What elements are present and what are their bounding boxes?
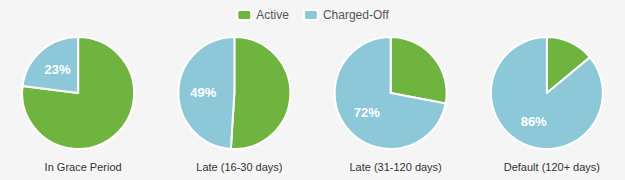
svg-text:Charged-Off: Charged-Off xyxy=(323,8,389,22)
svg-text:49%: 49% xyxy=(190,85,216,100)
svg-text:72%: 72% xyxy=(354,105,380,120)
svg-text:Default (120+ days): Default (120+ days) xyxy=(504,161,600,173)
svg-text:Late (31-120 days): Late (31-120 days) xyxy=(349,161,441,173)
svg-text:Late (16-30 days): Late (16-30 days) xyxy=(196,161,282,173)
svg-text:86%: 86% xyxy=(521,114,547,129)
svg-text:Active: Active xyxy=(256,8,289,22)
svg-text:23%: 23% xyxy=(45,62,71,77)
svg-text:In Grace Period: In Grace Period xyxy=(45,161,122,173)
